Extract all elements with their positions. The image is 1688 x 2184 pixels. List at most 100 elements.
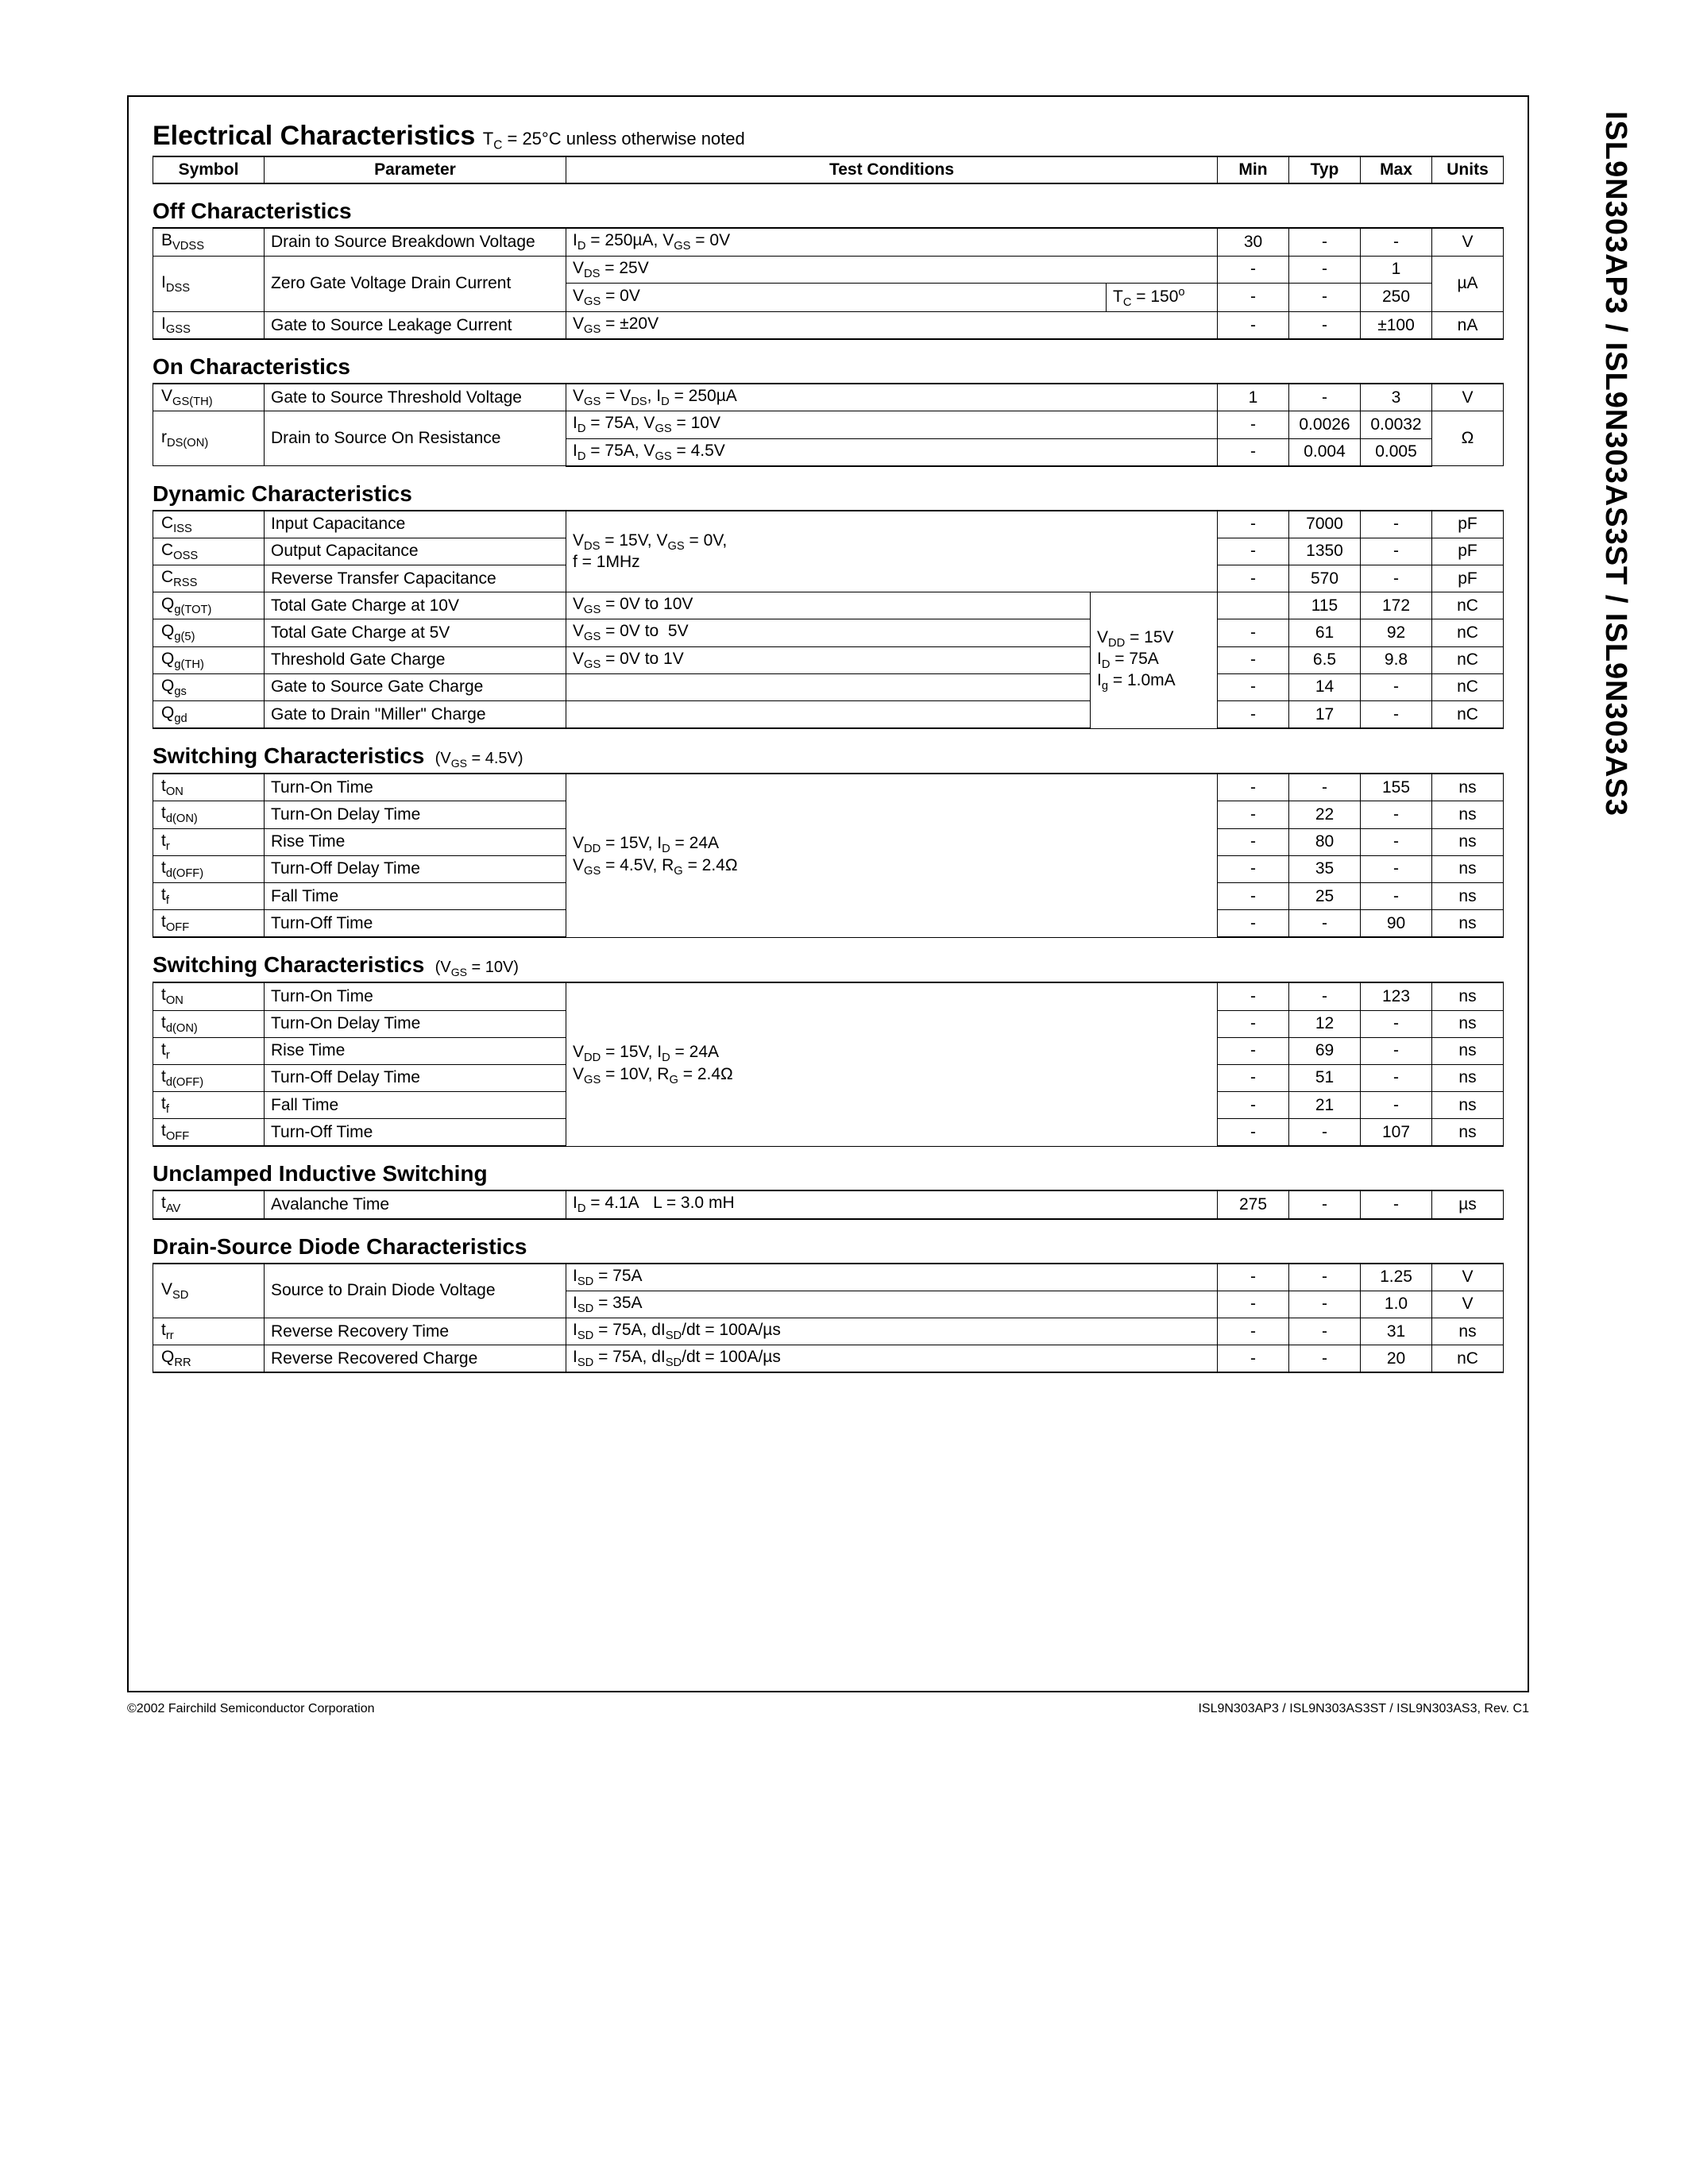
cell: 0.0032	[1361, 411, 1432, 438]
cell: -	[1289, 256, 1361, 283]
unclamped-table: tAV Avalanche Time ID = 4.1A L = 3.0 mH …	[153, 1190, 1504, 1219]
cell: 22	[1289, 801, 1361, 828]
cell: ±100	[1361, 311, 1432, 339]
content-box: Electrical Characteristics TC = 25°C unl…	[127, 95, 1529, 1692]
cell: -	[1361, 882, 1432, 909]
cell: -	[1218, 1064, 1289, 1091]
dynamic-table: CISS Input Capacitance VDS = 15V, VGS = …	[153, 510, 1504, 730]
cell: nC	[1432, 1345, 1504, 1373]
cell: rDS(ON)	[153, 411, 265, 466]
cell: IGSS	[153, 311, 265, 339]
hdr-parameter: Parameter	[265, 156, 566, 183]
cell: 25	[1289, 882, 1361, 909]
cell: ns	[1432, 982, 1504, 1010]
cell: -	[1361, 1064, 1432, 1091]
cell: tOFF	[153, 1119, 265, 1147]
cell: -	[1361, 701, 1432, 729]
cell: 172	[1361, 592, 1432, 619]
cell: Threshold Gate Charge	[265, 646, 566, 673]
cell: 250	[1361, 283, 1432, 311]
cell: VGS(TH)	[153, 384, 265, 411]
main-title: Electrical Characteristics TC = 25°C unl…	[153, 121, 1504, 152]
cell: Turn-On Delay Time	[265, 801, 566, 828]
cell: Avalanche Time	[265, 1190, 566, 1218]
cell: Fall Time	[265, 1092, 566, 1119]
cell: 570	[1289, 565, 1361, 592]
cell: nC	[1432, 701, 1504, 729]
cell: 35	[1289, 855, 1361, 882]
cell: ns	[1432, 1010, 1504, 1037]
cell: Turn-On Time	[265, 982, 566, 1010]
sw45-table: tON Turn-On Time VDD = 15V, ID = 24AVGS …	[153, 773, 1504, 938]
off-table: BVDSS Drain to Source Breakdown Voltage …	[153, 227, 1504, 340]
cell: -	[1218, 311, 1289, 339]
cell: Qg(TOT)	[153, 592, 265, 619]
title-condition: TC = 25°C unless otherwise noted	[483, 129, 745, 149]
cell: VGS = 0V to 5V	[566, 619, 1091, 646]
cell: VGS = 0V	[566, 283, 1107, 311]
cell: 1.0	[1361, 1291, 1432, 1318]
cell: -	[1361, 673, 1432, 700]
cell: V	[1432, 384, 1504, 411]
cell: VSD	[153, 1264, 265, 1318]
cell: ns	[1432, 1318, 1504, 1345]
section-diode-title: Drain-Source Diode Characteristics	[153, 1234, 1504, 1260]
cell: Drain to Source Breakdown Voltage	[265, 228, 566, 256]
cell: 90	[1361, 910, 1432, 938]
cell: -	[1218, 1037, 1289, 1064]
cell: Zero Gate Voltage Drain Current	[265, 256, 566, 311]
cell: 31	[1361, 1318, 1432, 1345]
cell: V	[1432, 1291, 1504, 1318]
cell: ns	[1432, 801, 1504, 828]
cell: 107	[1361, 1119, 1432, 1147]
cell: Qgs	[153, 673, 265, 700]
cell: Total Gate Charge at 5V	[265, 619, 566, 646]
sw45-sub: (VGS = 4.5V)	[431, 750, 523, 767]
cell: ns	[1432, 828, 1504, 855]
cell: -	[1361, 565, 1432, 592]
cell: td(ON)	[153, 801, 265, 828]
sw10-sub: (VGS = 10V)	[431, 959, 519, 976]
cell: VGS = ±20V	[566, 311, 1218, 339]
cell: 12	[1289, 1010, 1361, 1037]
cell: 9.8	[1361, 646, 1432, 673]
cell: -	[1218, 438, 1289, 466]
cell: ISD = 35A	[566, 1291, 1218, 1318]
cell: -	[1289, 283, 1361, 311]
cell: -	[1289, 1119, 1361, 1147]
hdr-units: Units	[1432, 156, 1504, 183]
cell: Turn-Off Time	[265, 1119, 566, 1147]
cell: -	[1289, 910, 1361, 938]
cell: Ω	[1432, 411, 1504, 466]
cell: -	[1289, 1190, 1361, 1218]
cell: VDD = 15V, ID = 24AVGS = 4.5V, RG = 2.4Ω	[566, 774, 1218, 937]
cell: VDS = 25V	[566, 256, 1218, 283]
hdr-testconditions: Test Conditions	[566, 156, 1218, 183]
cell: -	[1218, 1010, 1289, 1037]
cell: Qg(TH)	[153, 646, 265, 673]
cell: Gate to Source Gate Charge	[265, 673, 566, 700]
cell: -	[1289, 1291, 1361, 1318]
cell: VGS = VDS, ID = 250µA	[566, 384, 1218, 411]
cell: ns	[1432, 774, 1504, 801]
header-table: Symbol Parameter Test Conditions Min Typ…	[153, 156, 1504, 184]
cell: pF	[1432, 511, 1504, 538]
cell: -	[1289, 1318, 1361, 1345]
cell: Turn-Off Delay Time	[265, 1064, 566, 1091]
cell: ID = 4.1A L = 3.0 mH	[566, 1190, 1218, 1218]
cell: tr	[153, 828, 265, 855]
cell: -	[1218, 882, 1289, 909]
cell: ID = 250µA, VGS = 0V	[566, 228, 1218, 256]
cell: ns	[1432, 1119, 1504, 1147]
hdr-max: Max	[1361, 156, 1432, 183]
cell: tf	[153, 882, 265, 909]
footer: ©2002 Fairchild Semiconductor Corporatio…	[127, 1702, 1529, 1716]
cell: 21	[1289, 1092, 1361, 1119]
cell: -	[1218, 801, 1289, 828]
sw45-title-text: Switching Characteristics	[153, 743, 424, 768]
cell: Input Capacitance	[265, 511, 566, 538]
cell: -	[1218, 855, 1289, 882]
section-off-title: Off Characteristics	[153, 199, 1504, 224]
cell	[566, 673, 1091, 700]
cell: -	[1361, 538, 1432, 565]
